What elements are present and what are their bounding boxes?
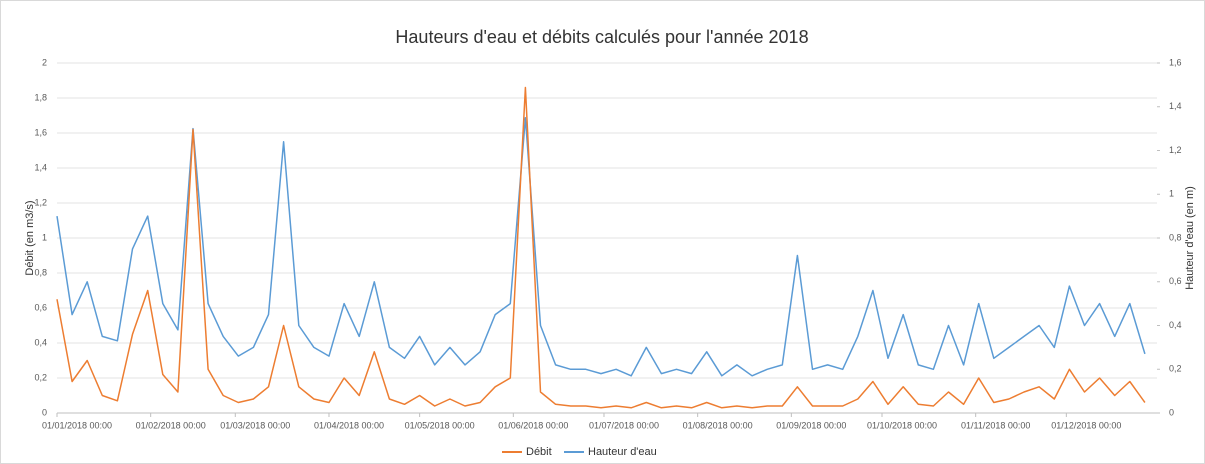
- y-tick-label: 2: [42, 57, 47, 67]
- y-tick-label: 0,4: [34, 337, 47, 347]
- y2-tick-label: 1: [1169, 189, 1174, 199]
- x-tick-label: 01/09/2018 00:00: [776, 420, 846, 430]
- x-tick-label: 01/10/2018 00:00: [867, 420, 937, 430]
- y-tick-label: 1,8: [34, 92, 47, 102]
- x-tick-label: 01/04/2018 00:00: [314, 420, 384, 430]
- y-tick-label: 1,2: [34, 197, 47, 207]
- x-tick-label: 01/06/2018 00:00: [498, 420, 568, 430]
- y2-tick-label: 0,4: [1169, 320, 1182, 330]
- y-tick-label: 1: [42, 232, 47, 242]
- y2-tick-label: 0,6: [1169, 276, 1182, 286]
- x-tick-label: 01/05/2018 00:00: [405, 420, 475, 430]
- y-tick-label: 0: [42, 407, 47, 417]
- y-axis-label: Débit (en m3/s): [24, 200, 36, 275]
- y2-tick-label: 0: [1169, 407, 1174, 417]
- y2-tick-label: 1,2: [1169, 145, 1182, 155]
- x-tick-label: 01/12/2018 00:00: [1051, 420, 1121, 430]
- x-tick-label: 01/08/2018 00:00: [683, 420, 753, 430]
- legend-label: Débit: [526, 446, 552, 458]
- legend-label: Hauteur d'eau: [588, 446, 657, 458]
- y-tick-label: 1,4: [34, 162, 47, 172]
- chart-title: Hauteurs d'eau et débits calculés pour l…: [395, 27, 808, 47]
- y2-axis-label: Hauteur d'eau (en m): [1184, 186, 1196, 290]
- x-tick-label: 01/07/2018 00:00: [589, 420, 659, 430]
- y2-tick-label: 0,2: [1169, 364, 1182, 374]
- x-tick-label: 01/01/2018 00:00: [42, 420, 112, 430]
- x-tick-label: 01/11/2018 00:00: [961, 420, 1030, 430]
- y2-tick-label: 1,6: [1169, 57, 1182, 67]
- y2-tick-label: 0,8: [1169, 232, 1182, 242]
- series-line: [56, 86, 1146, 409]
- y-tick-label: 0,8: [34, 267, 47, 277]
- y-tick-label: 0,2: [34, 372, 47, 382]
- y-tick-label: 0,6: [34, 302, 47, 312]
- y2-tick-label: 1,4: [1169, 101, 1182, 111]
- y-tick-label: 1,6: [34, 127, 47, 137]
- x-tick-label: 01/02/2018 00:00: [136, 420, 206, 430]
- x-tick-label: 01/03/2018 00:00: [220, 420, 290, 430]
- series-line: [56, 116, 1146, 377]
